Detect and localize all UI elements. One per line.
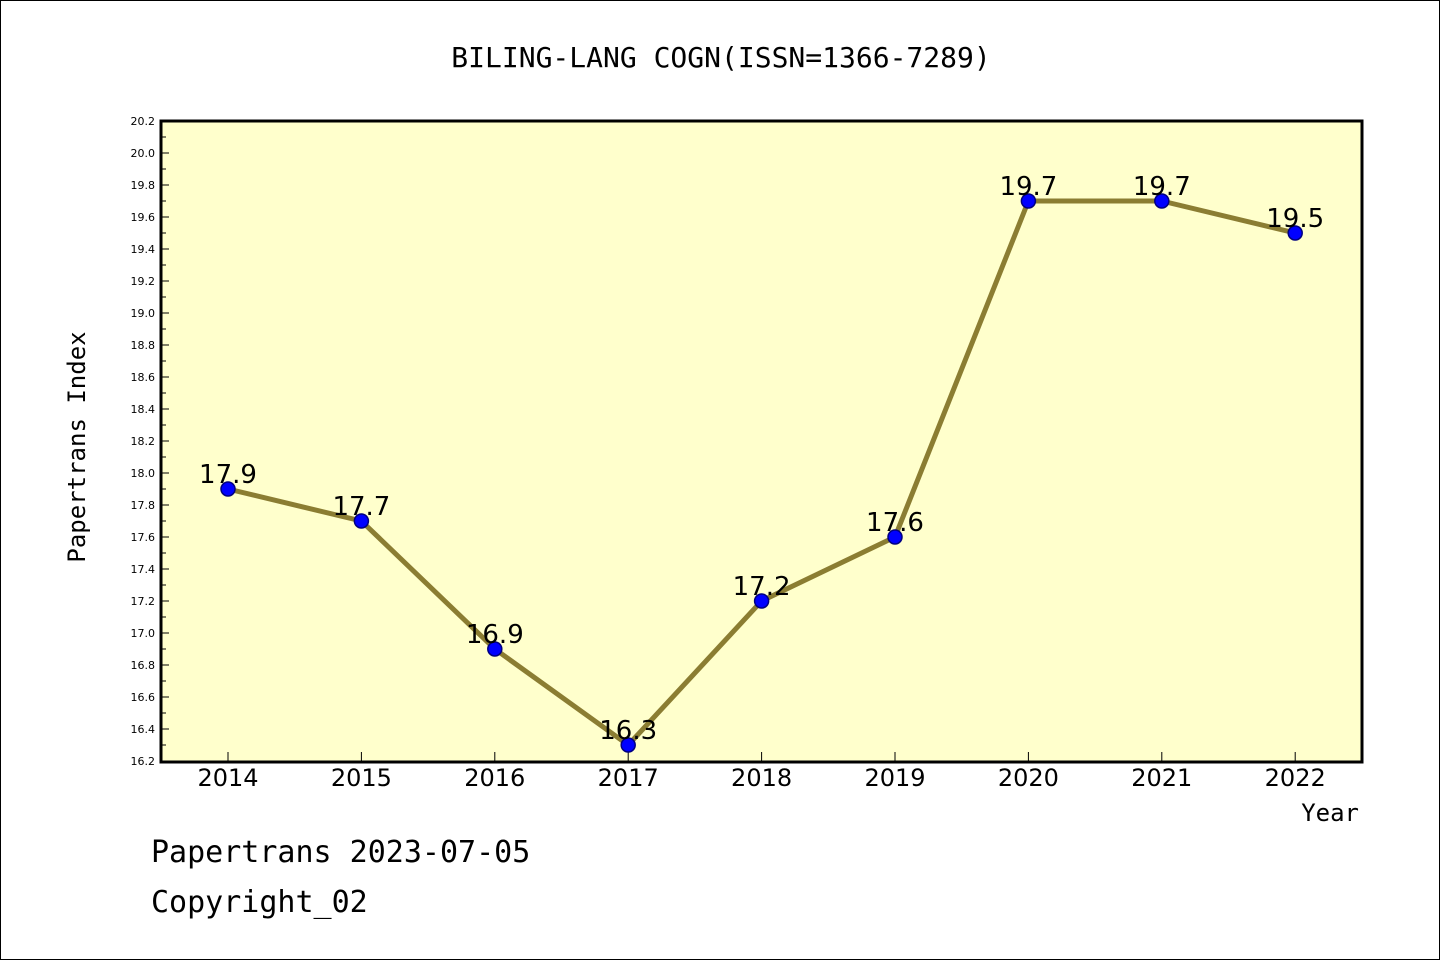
x-axis: 2014 2015 2016 2017 2018 2019 2020 2021 2022 <box>197 752 1326 792</box>
x-tick-label: 2019 <box>864 764 925 792</box>
y-tick-label: 19.0 <box>131 307 156 320</box>
y-tick-label: 19.6 <box>131 211 156 224</box>
data-point <box>487 641 503 657</box>
data-label: 16.3 <box>599 716 657 746</box>
y-tick-label: 19.8 <box>131 179 156 192</box>
y-axis: 16.2 16.4 16.6 16.8 17.0 17.2 17.4 17.6 17.8 18.0… <box>131 115 169 768</box>
x-tick-label: 2021 <box>1131 764 1192 792</box>
data-label: 19.7 <box>999 172 1057 202</box>
y-axis-label: Papertrans Index <box>63 331 91 562</box>
data-labels: 17.9 17.7 16.9 16.3 17.2 17.6 19.7 19.7 19.5 <box>199 172 1324 746</box>
footer-date: Papertrans 2023-07-05 <box>151 835 531 870</box>
y-tick-label: 19.4 <box>131 243 156 256</box>
data-label: 17.9 <box>199 460 257 490</box>
y-tick-label: 18.6 <box>131 371 156 384</box>
x-tick-label: 2017 <box>598 764 659 792</box>
x-tick-label: 2016 <box>464 764 525 792</box>
data-point <box>887 529 903 545</box>
y-tick-label: 19.2 <box>131 275 156 288</box>
data-point <box>220 481 236 497</box>
plot-area <box>159 119 1364 764</box>
data-label: 17.6 <box>866 508 924 538</box>
data-label: 19.5 <box>1266 204 1324 234</box>
y-tick-label: 17.4 <box>131 563 156 576</box>
chart-title: BILING-LANG COGN(ISSN=1366-7289) <box>451 41 990 74</box>
data-point <box>1020 193 1037 209</box>
x-tick-label: 2015 <box>331 764 392 792</box>
y-tick-label: 17.8 <box>131 499 156 512</box>
data-point <box>753 593 770 609</box>
data-point <box>353 513 370 529</box>
data-label: 17.2 <box>733 572 791 602</box>
y-tick-label: 18.8 <box>131 339 156 352</box>
y-tick-label: 17.6 <box>131 531 156 544</box>
y-tick-label: 18.0 <box>131 467 156 480</box>
footer-copyright: Copyright_02 <box>151 885 368 920</box>
x-axis-label: Year <box>1301 799 1359 827</box>
y-tick-label: 20.0 <box>131 147 156 160</box>
x-tick-label: 2022 <box>1265 764 1326 792</box>
data-point <box>1154 193 1170 209</box>
y-tick-label: 18.4 <box>131 403 156 416</box>
x-tick-label: 2014 <box>197 764 258 792</box>
y-tick-label: 17.2 <box>131 595 156 608</box>
data-label: 16.9 <box>466 620 524 650</box>
y-tick-label: 18.2 <box>131 435 156 448</box>
y-tick-label: 20.2 <box>131 115 156 128</box>
data-label: 19.7 <box>1133 172 1191 202</box>
data-point <box>620 737 636 753</box>
y-tick-label: 17.0 <box>131 627 156 640</box>
y-tick-label: 16.2 <box>131 755 156 768</box>
data-label: 17.7 <box>332 492 390 522</box>
x-tick-label: 2020 <box>998 764 1059 792</box>
data-points <box>220 193 1303 753</box>
y-tick-label: 16.4 <box>131 723 156 736</box>
y-tick-label: 16.8 <box>131 659 156 672</box>
data-point <box>1287 225 1303 241</box>
y-tick-label: 16.6 <box>131 691 156 704</box>
x-tick-label: 2018 <box>731 764 792 792</box>
